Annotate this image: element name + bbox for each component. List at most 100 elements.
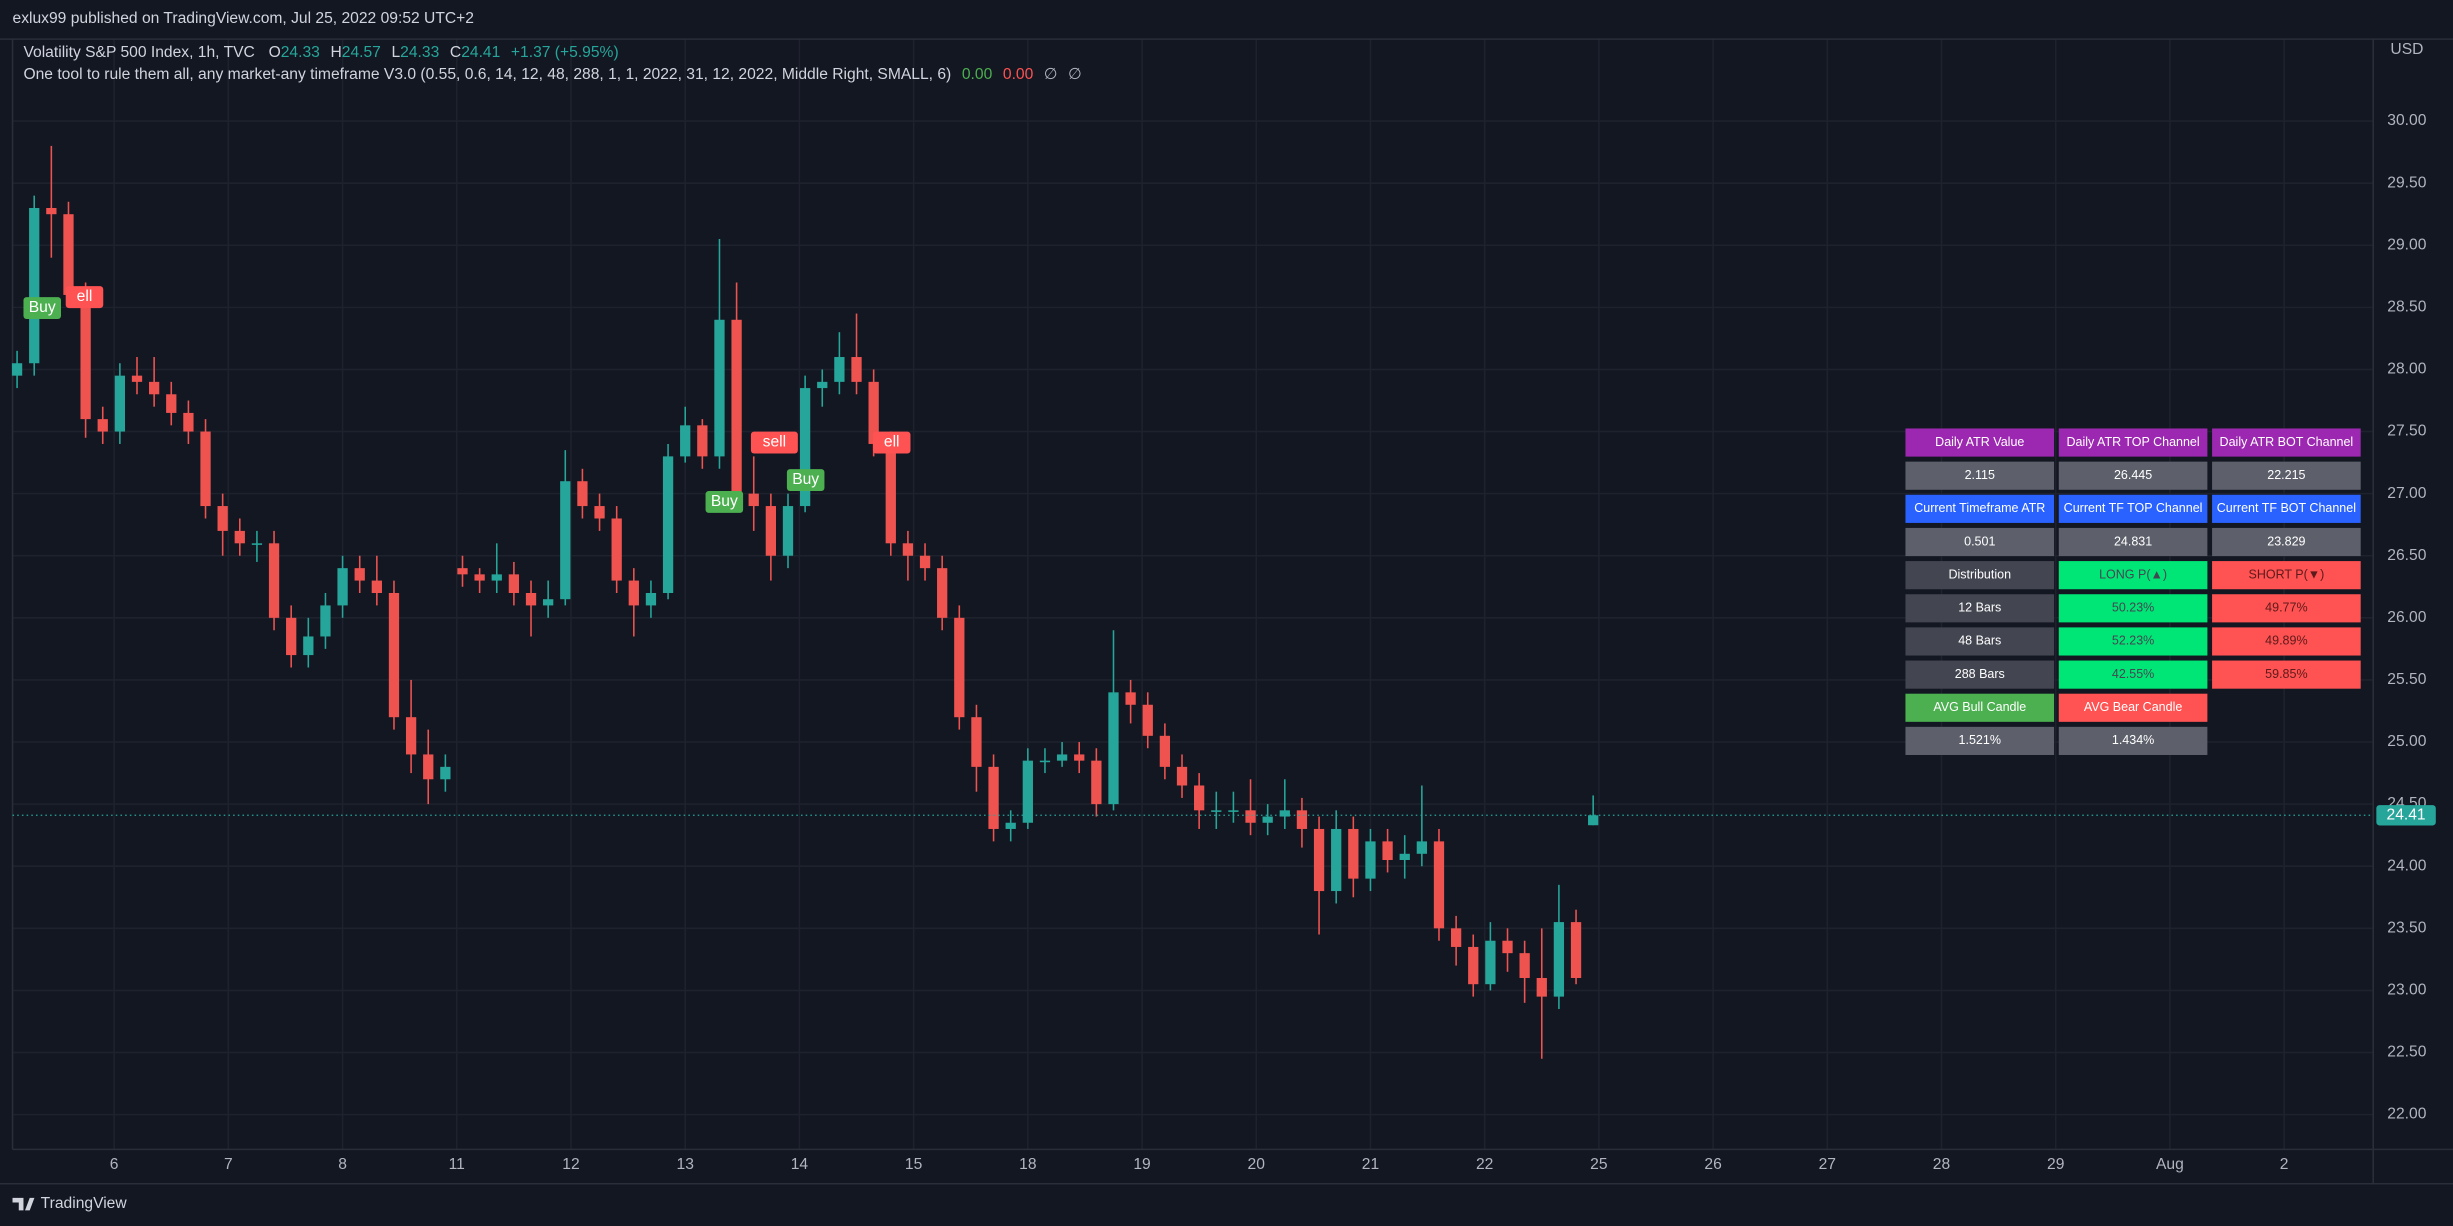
signal-label-box — [65, 286, 104, 309]
y-tick-label: 25.00 — [2387, 733, 2426, 750]
candle-body — [457, 568, 468, 575]
table-cell — [1905, 494, 2055, 523]
table-cell-text: 0.501 — [1964, 534, 1995, 548]
candle-body — [11, 363, 23, 376]
candle-body — [662, 456, 674, 593]
candle-body — [1005, 822, 1016, 829]
candle-body — [29, 207, 40, 364]
candle-body — [286, 617, 297, 656]
last-price-box — [2376, 805, 2436, 826]
table-cell — [2058, 660, 2208, 689]
y-tick-label: 26.50 — [2387, 547, 2426, 564]
x-tick-label: 21 — [1362, 1156, 1379, 1173]
candle-body — [46, 207, 57, 215]
candle-body — [954, 617, 965, 718]
candle-body — [1142, 704, 1153, 736]
candle-body — [680, 425, 691, 457]
candle-body — [1296, 810, 1308, 829]
ohlc-key: O — [269, 44, 281, 61]
ohlc-key: C — [450, 44, 461, 61]
candle-body — [1365, 841, 1376, 879]
x-tick-label: 13 — [677, 1156, 694, 1173]
footer-logo — [12, 1197, 35, 1211]
table-cell — [1905, 693, 2055, 722]
table-cell — [2058, 461, 2208, 490]
candle-body — [1331, 828, 1342, 892]
x-tick-label: 6 — [110, 1156, 119, 1173]
candle-body — [645, 592, 657, 606]
x-tick-label: Aug — [2156, 1156, 2184, 1173]
candle-body — [80, 294, 91, 420]
x-tick-label: 25 — [1590, 1156, 1608, 1173]
indicator-legend: One tool to rule them all, any market-an… — [23, 66, 1081, 83]
table-cell — [1905, 561, 2055, 590]
table-cell-text: 50.23% — [2112, 601, 2154, 615]
candle-body — [765, 506, 777, 556]
signal-label-box — [872, 431, 911, 454]
y-tick-label: 28.00 — [2387, 361, 2426, 378]
x-tick-label: 15 — [905, 1156, 923, 1173]
x-tick-label: 2 — [2280, 1156, 2289, 1173]
table-cell — [2058, 594, 2208, 623]
candle-body — [303, 636, 314, 656]
table-cell-text: 22.215 — [2267, 468, 2305, 482]
candle-body — [388, 592, 400, 718]
candle-body — [148, 381, 160, 395]
table-cell — [2058, 726, 2208, 755]
candle-body — [217, 506, 228, 531]
table-cell — [2212, 461, 2361, 490]
candle-body — [525, 592, 537, 606]
table-cell-text: 26.445 — [2114, 468, 2152, 482]
signal-label-box — [786, 469, 825, 492]
candle-body — [937, 568, 948, 618]
x-tick-label: 20 — [1248, 1156, 1266, 1173]
candle-body — [799, 388, 811, 507]
candle-body — [166, 394, 177, 413]
y-tick-label: 29.50 — [2387, 174, 2426, 191]
y-tick-label: 25.50 — [2387, 671, 2426, 688]
table-cell-text: Daily ATR Value — [1935, 435, 2024, 449]
table-cell — [2058, 527, 2208, 557]
table-cell-text: Daily ATR TOP Channel — [2066, 435, 2199, 449]
candle-body — [320, 605, 331, 637]
candle-body — [251, 543, 263, 545]
candle-body — [1588, 815, 1599, 826]
candle-body — [628, 580, 639, 606]
table-cell-text: 23.829 — [2267, 534, 2305, 548]
candle-body — [577, 481, 588, 507]
candle-body — [1468, 946, 1479, 985]
table-cell — [2212, 660, 2361, 689]
table-cell — [2058, 561, 2208, 590]
candle-body — [1091, 760, 1102, 805]
table-cell — [2058, 627, 2208, 656]
candle-body — [491, 574, 502, 581]
table-cell-text: Distribution — [1948, 567, 2011, 581]
x-tick-label: 19 — [1133, 1156, 1150, 1173]
indicator-name: One tool to rule them all, any market-an… — [23, 66, 951, 83]
candle-body — [474, 574, 485, 581]
ohlc-key: H — [330, 44, 341, 61]
ohlc-key: L — [391, 44, 400, 61]
signal-label-box — [750, 431, 798, 454]
x-tick-label: 14 — [791, 1156, 809, 1173]
indicator-value: 0.00 — [1003, 66, 1034, 83]
candle-body — [1194, 785, 1205, 811]
candle-body — [1039, 760, 1051, 763]
candle-body — [611, 518, 622, 581]
table-cell-text: 52.23% — [2112, 634, 2154, 648]
candle-body — [971, 717, 982, 767]
table-cell — [1905, 461, 2055, 490]
candle-body — [63, 214, 74, 295]
x-tick-label: 8 — [338, 1156, 347, 1173]
candle-body — [1502, 940, 1513, 954]
table-cell-text: LONG P(▲) — [2099, 567, 2167, 581]
indicator-value: ∅ — [1044, 66, 1058, 83]
signal-label-box — [705, 491, 744, 513]
series-legend: Volatility S&P 500 Index, 1h, TVC O24.33… — [23, 44, 618, 61]
table-cell — [1905, 627, 2055, 656]
candle-body — [1022, 760, 1033, 823]
table-cell-text: Current TF BOT Channel — [2217, 501, 2356, 515]
candle-body — [1536, 977, 1547, 997]
x-tick-label: 29 — [2047, 1156, 2064, 1173]
